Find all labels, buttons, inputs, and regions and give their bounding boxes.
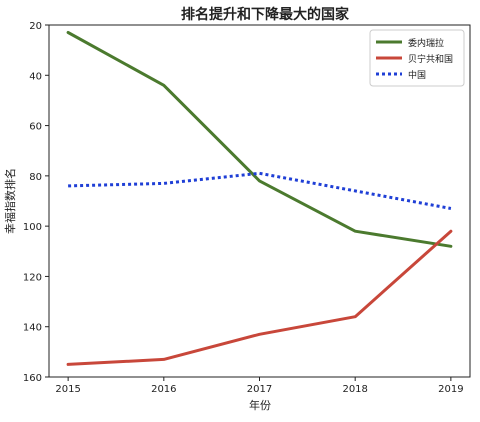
x-axis: 2015 2016 2017 2018 2019 (55, 377, 464, 395)
y-tick-label: 100 (23, 222, 42, 233)
legend-box (369, 29, 465, 87)
legend-label-2: 贝宁共和国 (408, 53, 453, 65)
y-tick-label: 60 (29, 122, 42, 133)
y-tick-label: 20 (29, 21, 42, 32)
x-tick-label: 2018 (342, 384, 367, 395)
y-axis-label: 幸福指数排名 (3, 168, 17, 234)
series-line-1 (66, 31, 453, 248)
x-tick-label: 2017 (247, 384, 272, 395)
x-tick-label: 2016 (151, 384, 176, 395)
legend-label-3: 中国 (408, 69, 426, 81)
x-tick-label: 2019 (438, 384, 463, 395)
y-tick-label: 140 (23, 323, 42, 334)
y-tick-label: 80 (29, 172, 42, 183)
x-tick-label: 2015 (55, 384, 80, 395)
y-tick-label: 40 (29, 71, 42, 82)
x-axis-label: 年份 (249, 398, 271, 412)
y-tick-label: 120 (23, 272, 42, 283)
y-axis: 20 40 60 80 100 120 140 160 (23, 21, 49, 384)
series-lines (66, 31, 453, 366)
series-line-2 (66, 229, 453, 366)
chart-title: 排名提升和下降最大的国家 (181, 6, 350, 23)
y-tick-label: 160 (23, 373, 42, 384)
legend-label-1: 委内瑞拉 (408, 37, 444, 49)
